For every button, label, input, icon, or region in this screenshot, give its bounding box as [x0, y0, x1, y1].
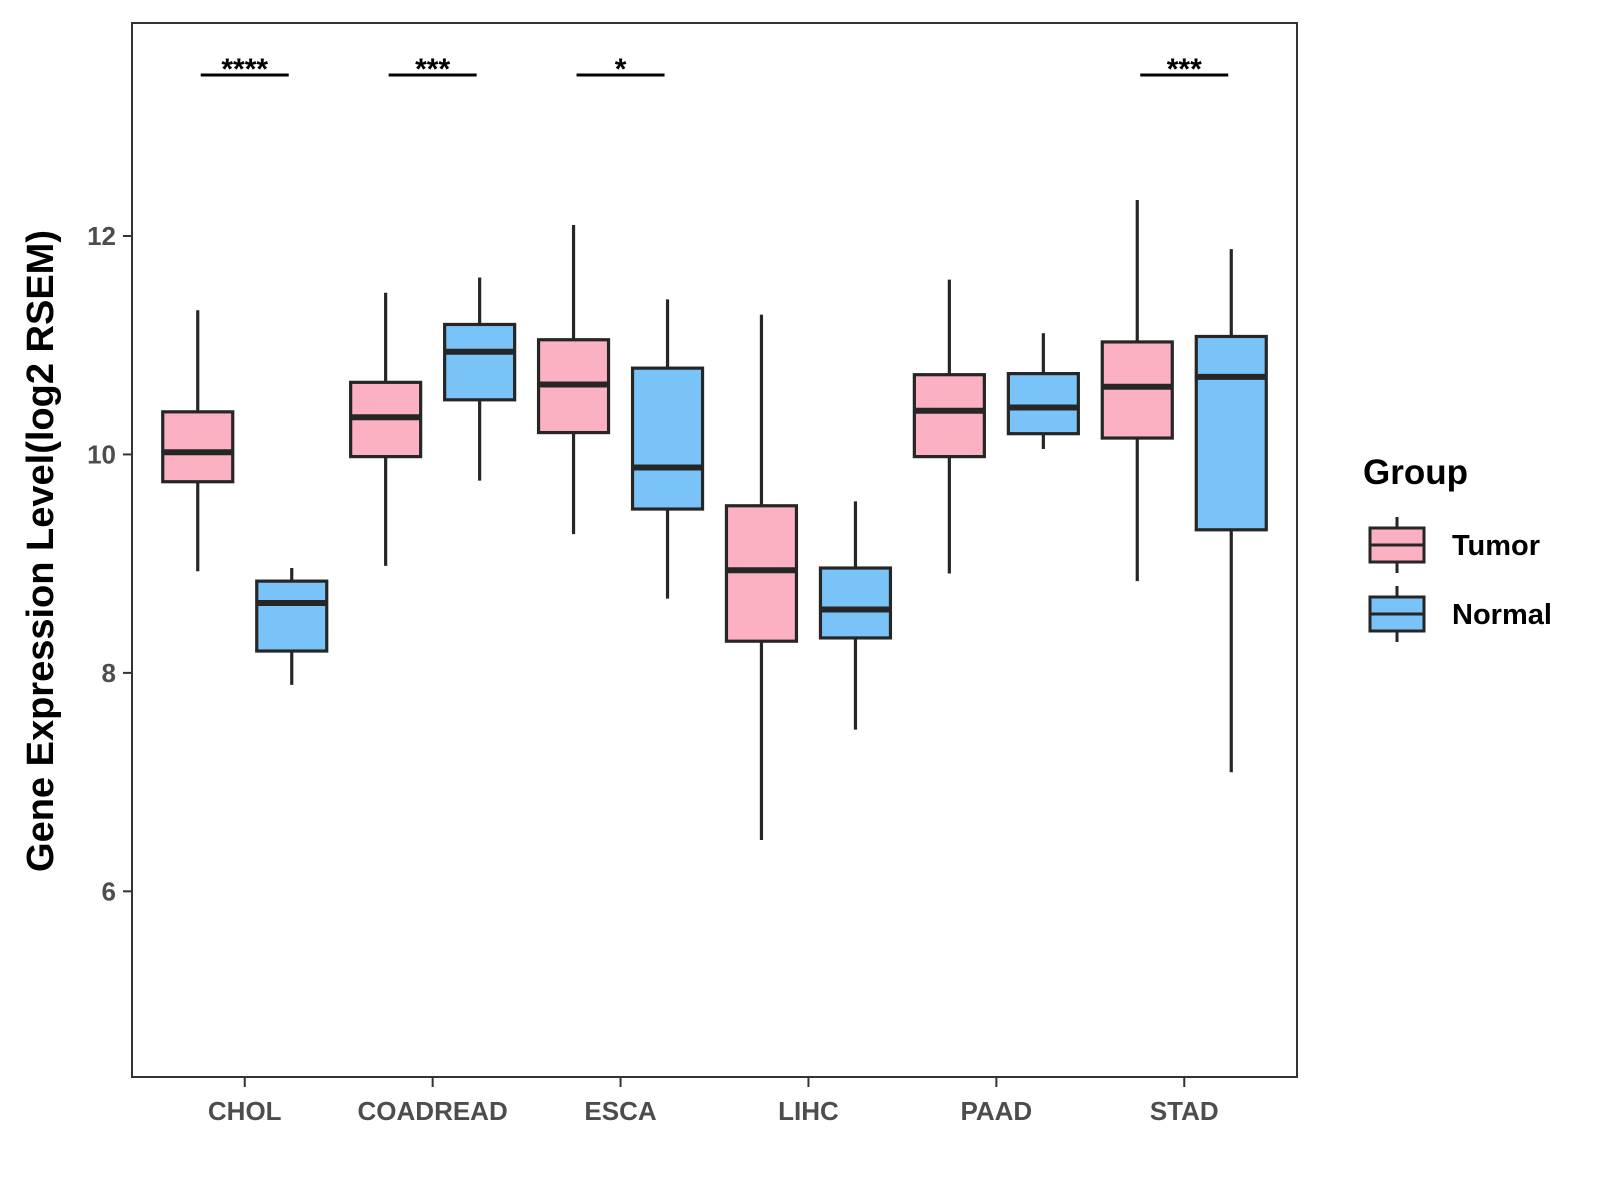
box-normal-esca [630, 299, 705, 599]
y-tick-label: 8 [102, 658, 116, 688]
x-tick-label: CHOL [208, 1096, 282, 1126]
box-normal-coadread [443, 277, 517, 481]
x-tick-label: COADREAD [358, 1096, 508, 1126]
box-body [1006, 372, 1080, 436]
x-tick-label: ESCA [584, 1096, 656, 1126]
box-tumor-esca [536, 225, 611, 535]
plot-panel [131, 22, 1298, 1078]
y-axis: 6 8 10 12 [87, 221, 132, 906]
legend-item-tumor: Tumor [1368, 517, 1540, 573]
box-normal-chol [255, 568, 329, 685]
legend-title: Group [1363, 453, 1468, 492]
significance-label: *** [415, 53, 450, 86]
box-body [818, 566, 893, 640]
box-normal-paad [1006, 333, 1080, 449]
legend-label: Tumor [1452, 530, 1540, 562]
y-tick-label: 6 [102, 876, 116, 906]
x-axis: CHOL COADREAD ESCA LIHC PAAD STAD [208, 1077, 1219, 1126]
significance-label: * [615, 53, 627, 86]
box-body [724, 504, 799, 643]
box-body [1194, 334, 1268, 532]
significance-stad: *** [1140, 53, 1229, 86]
box-normal-stad [1194, 249, 1268, 773]
significance-esca: * [576, 53, 665, 86]
box-tumor-stad [1100, 199, 1174, 582]
legend: Group Tumor Normal [1363, 453, 1552, 642]
x-tick-label: STAD [1150, 1096, 1219, 1126]
box-tumor-lihc [724, 314, 799, 840]
significance-coadread: *** [388, 53, 477, 86]
box-body [443, 322, 517, 402]
significance-layer: **** *** * *** [200, 53, 1229, 86]
box-body [912, 373, 986, 459]
significance-label: *** [1167, 53, 1202, 86]
x-tick-label: LIHC [778, 1096, 839, 1126]
significance-chol: **** [200, 53, 289, 86]
y-tick-label: 10 [87, 439, 116, 469]
box-body [1100, 340, 1174, 440]
y-axis-title: Gene Expression Level(log2 RSEM) [20, 230, 62, 872]
box-tumor-chol [161, 310, 235, 572]
box-body [161, 410, 235, 484]
box-normal-lihc [818, 501, 893, 730]
x-tick-label: PAAD [960, 1096, 1032, 1126]
legend-label: Normal [1452, 599, 1552, 631]
boxes-layer [161, 199, 1268, 840]
box-body [255, 579, 329, 653]
significance-label: **** [221, 53, 268, 86]
box-body [630, 366, 705, 511]
box-tumor-paad [912, 279, 986, 574]
box-tumor-coadread [349, 292, 423, 566]
legend-item-normal: Normal [1368, 586, 1552, 642]
y-tick-label: 12 [87, 221, 116, 251]
